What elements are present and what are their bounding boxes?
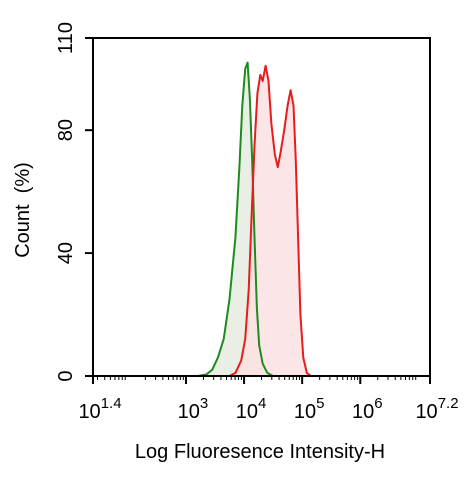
x-minor-ticks <box>96 376 417 380</box>
x-axis-title: Log Fluoresence Intensity-H <box>135 441 385 463</box>
x-tick-label: 103 <box>178 395 209 423</box>
y-tick-label: 110 <box>55 22 77 54</box>
x-tick-label: 101.4 <box>78 395 121 423</box>
y-tick-labels: 0 40 80 110 <box>55 22 77 382</box>
x-tick-label: 107.2 <box>415 395 458 423</box>
axis-major-ticks <box>85 37 431 384</box>
series-1-line <box>197 61 274 377</box>
series-lines <box>197 61 312 377</box>
y-tick-label: 40 <box>55 242 77 264</box>
y-tick-label: 80 <box>55 119 77 141</box>
x-tick-label: 105 <box>294 395 325 423</box>
y-tick-label: 0 <box>55 370 77 381</box>
series-2-area <box>229 65 311 376</box>
series-2-line <box>229 64 312 377</box>
x-tick-label: 106 <box>352 395 383 423</box>
series-areas <box>197 62 311 376</box>
x-tick-label: 104 <box>236 395 267 423</box>
x-tick-labels: 101.4 103 104 105 106 107.2 <box>78 395 458 423</box>
y-axis-title: Count (%) <box>12 162 34 258</box>
